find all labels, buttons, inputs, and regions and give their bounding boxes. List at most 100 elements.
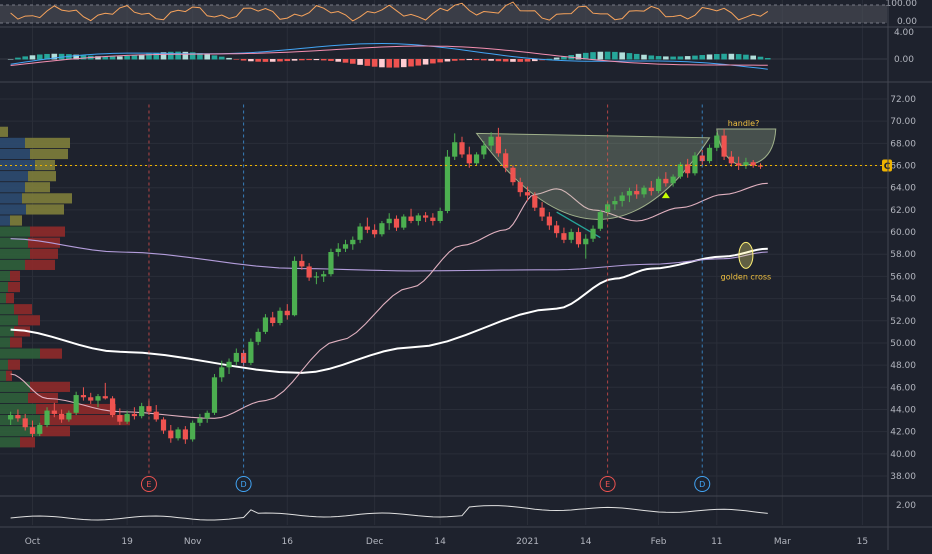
event-marker-circle[interactable] — [235, 476, 252, 492]
macd-histogram-bar — [306, 59, 312, 61]
candle-body — [626, 191, 633, 196]
candle-body — [153, 411, 159, 420]
oscillator-band — [0, 5, 887, 23]
candle-body — [619, 195, 625, 202]
macd-histogram-bar — [444, 59, 451, 62]
ma-fast-line — [10, 182, 768, 419]
candle-body — [444, 156, 451, 211]
macd-histogram-bar — [488, 59, 494, 61]
candle-body — [291, 260, 298, 316]
candle-body — [736, 163, 742, 166]
candle-body — [568, 232, 574, 240]
macd-histogram-bar — [466, 59, 473, 61]
candle-body — [131, 413, 137, 417]
candle-body — [750, 162, 756, 166]
macd-histogram-bar — [22, 56, 28, 60]
macd-histogram-bar — [328, 59, 334, 61]
candle-body — [59, 413, 65, 420]
macd-histogram-bar — [612, 51, 618, 60]
price-axis-label: 60.00 — [890, 228, 916, 238]
volume-profile-up-bar — [0, 215, 10, 226]
candle-body — [357, 226, 363, 240]
macd-histogram-bar — [36, 54, 43, 60]
macd-histogram-bar — [371, 59, 378, 67]
candle-body — [73, 395, 79, 413]
macd-histogram-bar — [524, 59, 531, 62]
candle-body — [495, 136, 501, 154]
candle-body — [641, 187, 647, 195]
macd-signal-line — [10, 45, 768, 66]
candle-body — [757, 165, 764, 167]
macd-histogram-bar — [604, 51, 611, 60]
candle-body — [401, 216, 407, 228]
volume-profile-down-bar — [14, 304, 32, 315]
candle-body — [175, 429, 181, 439]
current-price-badge[interactable] — [882, 159, 892, 172]
time-axis-label: 19 — [121, 537, 133, 547]
macd-histogram-bar — [218, 56, 225, 60]
macd-histogram-bar — [655, 56, 662, 60]
macd-histogram-bar — [240, 59, 247, 61]
candle-body — [248, 341, 254, 363]
golden-cross-label: golden cross — [721, 272, 772, 281]
volume-profile-up-bar — [0, 304, 14, 315]
price-axis-label: 66.00 — [890, 162, 916, 172]
candle-body — [80, 395, 87, 398]
candle-body — [372, 229, 378, 235]
signal-triangle-icon — [661, 192, 670, 199]
candle-body — [299, 260, 305, 267]
macd-histogram-bar — [648, 55, 655, 60]
volume-profile-up-bar — [0, 437, 20, 448]
volume-profile-down-bar — [40, 415, 130, 426]
macd-histogram-bar — [422, 59, 429, 65]
macd-histogram-bar — [168, 51, 174, 60]
macd-histogram-bar — [124, 55, 130, 60]
macd-histogram-bar — [80, 55, 87, 60]
macd-histogram-bar — [721, 53, 727, 60]
candle-body — [168, 430, 174, 439]
time-axis-label: 14 — [580, 537, 592, 547]
price-axis-label: 46.00 — [890, 383, 916, 393]
volume-profile-down-bar — [10, 215, 22, 226]
volume-profile-up-bar — [0, 171, 28, 182]
event-marker-circle[interactable] — [694, 476, 711, 492]
macd-histogram-bar — [211, 55, 218, 60]
macd-histogram-bar — [175, 51, 181, 60]
candle-body — [481, 145, 487, 155]
candle-body — [88, 397, 94, 401]
volume-profile-down-bar — [25, 259, 55, 270]
macd-histogram-bar — [102, 56, 109, 60]
volume-profile-up-bar — [0, 370, 6, 381]
volume-profile-down-bar — [6, 293, 14, 304]
volume-profile-up-bar — [0, 348, 40, 359]
macd-histogram-bar — [663, 56, 669, 60]
candle-body — [663, 178, 669, 184]
macd-histogram-bar — [226, 57, 232, 60]
macd-histogram-bar — [109, 56, 116, 60]
macd-histogram-bar — [95, 56, 101, 60]
volume-profile-up-bar — [0, 259, 25, 270]
candle-body — [554, 225, 560, 234]
candle-body — [270, 317, 276, 323]
volume-profile-down-bar — [26, 204, 64, 215]
event-marker-circle[interactable] — [140, 476, 157, 492]
macd-histogram-bar — [299, 59, 305, 61]
macd-histogram-bar — [393, 59, 400, 68]
volume-profile-up-bar — [0, 248, 30, 259]
macd-histogram-bar — [532, 59, 538, 62]
candle-body — [219, 367, 225, 378]
macd-histogram-bar — [699, 55, 706, 60]
volume-profile-down-bar — [20, 437, 35, 448]
candle-body — [44, 410, 50, 425]
macd-histogram-bar — [277, 59, 283, 62]
volume-profile-up-bar — [0, 415, 40, 426]
macd-histogram-bar — [714, 54, 720, 60]
event-marker-circle[interactable] — [599, 476, 616, 492]
volume-profile-up-bar — [0, 392, 28, 404]
macd-histogram-bar — [677, 56, 684, 60]
macd-histogram-bar — [182, 51, 189, 60]
candle-body — [575, 232, 582, 245]
